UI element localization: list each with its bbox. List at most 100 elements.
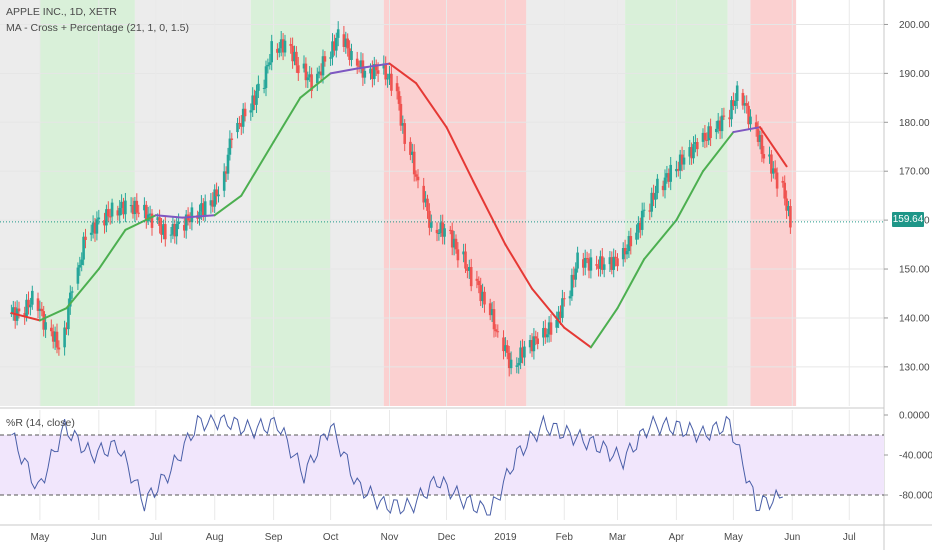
candle-body xyxy=(266,64,270,67)
candle-body xyxy=(397,91,401,104)
candle-body xyxy=(264,66,268,88)
candle-body xyxy=(143,204,146,211)
candle-body xyxy=(585,257,589,260)
candle-body xyxy=(509,359,513,369)
oscillator-legend[interactable]: %R (14, close) xyxy=(6,417,75,429)
ma-segment xyxy=(272,96,302,143)
candle-body xyxy=(384,63,387,80)
y-tick-label: 140.00 xyxy=(899,313,930,324)
candle-body xyxy=(502,337,505,352)
candle-body xyxy=(488,303,492,316)
candle-body xyxy=(621,248,625,260)
ma-segment xyxy=(388,62,418,85)
candle-body xyxy=(783,182,786,199)
candle-body xyxy=(255,90,258,105)
y-tick-label: 150.00 xyxy=(899,265,930,276)
candle-body xyxy=(705,139,709,141)
candle-body xyxy=(31,290,34,305)
candle-body xyxy=(479,285,482,302)
candle-body xyxy=(317,71,321,74)
candle-body xyxy=(262,87,266,89)
ma-segment xyxy=(356,62,391,70)
ma-segment xyxy=(531,287,566,329)
candle-body xyxy=(521,347,524,358)
candle-body xyxy=(281,39,285,53)
candle-body xyxy=(549,322,553,335)
candle-body xyxy=(703,132,707,140)
candle-body xyxy=(67,306,70,330)
y-tick-label: 170.00 xyxy=(899,167,930,178)
candle-body xyxy=(177,221,180,225)
candle-body xyxy=(456,249,460,261)
candle-body xyxy=(361,60,365,78)
candle-body xyxy=(412,151,416,175)
candle-body xyxy=(745,103,748,106)
x-tick-label: Dec xyxy=(438,532,456,543)
candle-body xyxy=(188,220,192,223)
candle-body xyxy=(283,40,287,53)
candle-body xyxy=(466,268,469,271)
indicator-legend[interactable]: MA - Cross + Percentage (21, 1, 0, 1.5) xyxy=(6,22,189,34)
x-tick-label: Jun xyxy=(784,532,800,543)
symbol-legend[interactable]: APPLE INC., 1D, XETR xyxy=(6,6,117,18)
candle-body xyxy=(84,236,87,240)
candle-body xyxy=(160,225,163,235)
candle-body xyxy=(17,308,21,312)
candle-body xyxy=(202,203,205,216)
candle-body xyxy=(570,274,574,297)
candle-body xyxy=(276,48,279,53)
candle-body xyxy=(105,209,108,226)
candle-body xyxy=(468,267,471,271)
candle-body xyxy=(175,224,178,237)
candle-body xyxy=(150,213,154,228)
candle-body xyxy=(517,362,520,366)
ma-segment xyxy=(504,243,533,290)
candle-body xyxy=(403,123,406,144)
y-tick-label: 130.00 xyxy=(899,362,930,373)
candle-body xyxy=(70,291,74,293)
candle-body xyxy=(359,60,363,67)
candle-body xyxy=(555,319,558,328)
candle-body xyxy=(93,222,97,234)
candle-body xyxy=(116,210,120,216)
candle-body xyxy=(50,327,53,332)
candle-body xyxy=(215,189,218,197)
x-tick-label: 2019 xyxy=(494,532,517,543)
candle-body xyxy=(574,268,577,280)
candle-body xyxy=(108,216,112,218)
candle-body xyxy=(122,201,125,215)
ma-segment xyxy=(10,312,41,322)
ma-segment xyxy=(213,194,243,217)
candle-body xyxy=(171,224,175,235)
x-tick-label: May xyxy=(724,532,743,543)
candle-body xyxy=(240,123,243,127)
candle-body xyxy=(63,327,66,348)
candle-body xyxy=(95,219,99,234)
candle-body xyxy=(758,135,762,142)
candle-body xyxy=(107,209,110,217)
candle-body xyxy=(323,56,327,62)
ma-segment xyxy=(589,307,619,349)
candle-body xyxy=(452,238,456,248)
ma-segment xyxy=(563,326,592,349)
zone-gray xyxy=(0,0,40,406)
candle-body xyxy=(369,68,372,74)
x-tick-label: Nov xyxy=(381,532,399,543)
candle-body xyxy=(120,201,123,208)
candle-body xyxy=(401,123,405,126)
candle-body xyxy=(236,122,239,133)
candle-body xyxy=(735,85,739,102)
candle-body xyxy=(110,202,114,217)
williams-r-pane xyxy=(0,413,884,516)
candle-body xyxy=(76,267,80,284)
candle-body xyxy=(25,299,28,317)
candle-body xyxy=(164,224,167,240)
candle-body xyxy=(656,178,659,194)
candle-body xyxy=(331,41,334,58)
candle-body xyxy=(669,164,672,182)
candle-body xyxy=(599,256,602,269)
candle-body xyxy=(416,176,420,181)
candle-body xyxy=(308,74,311,78)
